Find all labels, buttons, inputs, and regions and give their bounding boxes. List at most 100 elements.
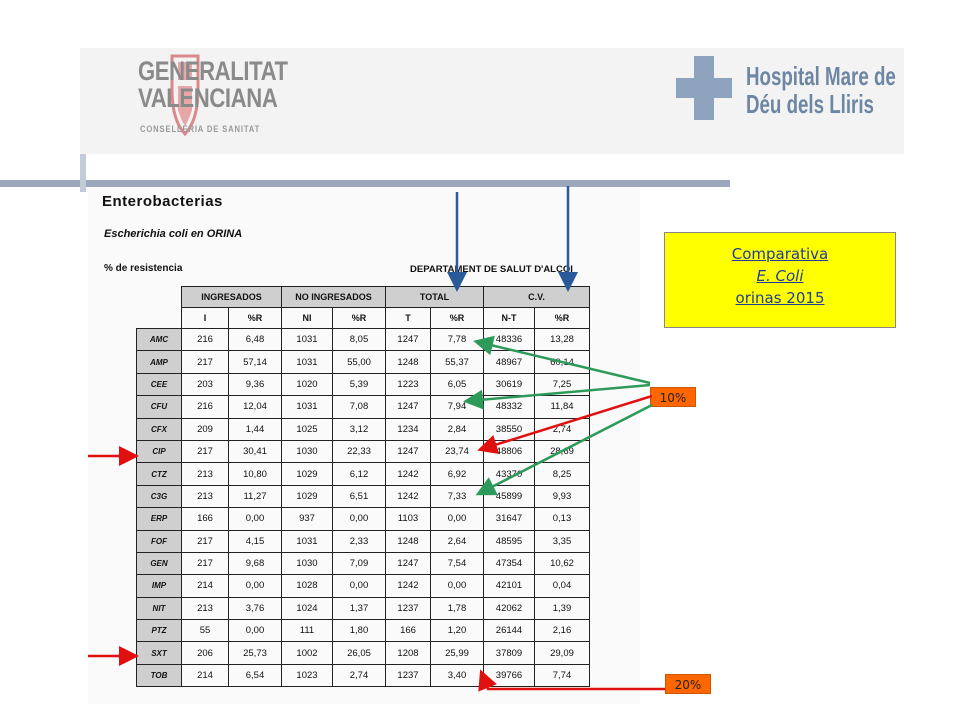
group-header: INGRESADOS — [181, 286, 282, 308]
table-cell: 213 — [181, 462, 229, 486]
table-row: CEE 203 9,36 1020 5,39 1223 6,05 30619 7,25 — [136, 372, 590, 397]
antibiotic-code: C3G — [136, 484, 182, 509]
table-cell: 166 — [385, 619, 431, 643]
table-cell: 206 — [181, 641, 229, 665]
antibiotic-code: PTZ — [136, 619, 182, 643]
column-header: T — [385, 307, 431, 329]
table-cell: 1029 — [281, 484, 333, 509]
column-header: N-T — [483, 307, 535, 329]
table-cell: 1237 — [385, 663, 431, 688]
table-row: C3G 213 11,27 1029 6,51 1242 7,33 45899 9,93 — [136, 484, 590, 509]
hospital-logo-text: Hospital Mare de Déu dels Lliris — [746, 61, 896, 119]
table-cell: 1247 — [385, 439, 431, 464]
table-row: IMP 214 0,00 1028 0,00 1242 0,00 42101 0,04 — [136, 574, 590, 598]
column-header: %R — [332, 307, 386, 329]
table-cell: 10,80 — [228, 462, 282, 486]
table-cell: 6,51 — [332, 484, 386, 509]
table-cell: 7,94 — [430, 395, 484, 419]
table-cell: 0,13 — [534, 507, 590, 531]
generalitat-logo-text: GENERALITAT VALENCIANA — [138, 56, 288, 113]
antibiotic-code: IMP — [136, 574, 182, 598]
table-cell: 13,28 — [534, 327, 590, 352]
table-cell: 1031 — [281, 327, 333, 352]
table-cell: 1031 — [281, 529, 333, 553]
callout-line: orinas 2015 — [735, 289, 825, 307]
table-cell: 55,00 — [332, 350, 386, 374]
table-cell: 10,62 — [534, 551, 590, 576]
table-cell: 937 — [281, 507, 333, 531]
table-cell: 30,41 — [228, 439, 282, 464]
table-cell: 12,04 — [228, 395, 282, 419]
callout-organism: E. Coli — [756, 267, 804, 285]
table-cell: 209 — [181, 417, 229, 441]
table-cell: 30619 — [483, 372, 535, 397]
antibiotic-code: SXT — [136, 641, 182, 665]
badge-20-percent: 20% — [665, 674, 711, 694]
table-cell: 25,99 — [430, 641, 484, 665]
table-cell: 1242 — [385, 484, 431, 509]
divider-rule — [0, 180, 730, 187]
table-row: GEN 217 9,68 1030 7,09 1247 7,54 47354 10,62 — [136, 551, 590, 576]
table-cell: 48595 — [483, 529, 535, 553]
table-row: ERP 166 0,00 937 0,00 1103 0,00 31647 0,13 — [136, 507, 590, 531]
hospital-cross-icon — [676, 56, 732, 120]
table-cell: 5,39 — [332, 372, 386, 397]
table-cell: 1002 — [281, 641, 333, 665]
table-cell: 29,09 — [534, 641, 590, 665]
table-cell: 31647 — [483, 507, 535, 531]
table-cell: 3,12 — [332, 417, 386, 441]
table-cell: 9,36 — [228, 372, 282, 397]
table-cell: 1,20 — [430, 619, 484, 643]
antibiotic-code: CIP — [136, 439, 182, 464]
table-cell: 42062 — [483, 596, 535, 621]
antibiotic-code: FOF — [136, 529, 182, 553]
table-cell: 28,69 — [534, 439, 590, 464]
table-cell: 7,78 — [430, 327, 484, 352]
table-cell: 1237 — [385, 596, 431, 621]
table-cell: 1025 — [281, 417, 333, 441]
antibiotic-code: ERP — [136, 507, 182, 531]
table-row: CFU 216 12,04 1031 7,08 1247 7,94 48332 11,84 — [136, 395, 590, 419]
table-cell: 48806 — [483, 439, 535, 464]
table-row: CTZ 213 10,80 1029 6,12 1242 6,92 43370 8,25 — [136, 462, 590, 486]
table-cell: 217 — [181, 551, 229, 576]
table-cell: 6,05 — [430, 372, 484, 397]
resistance-label: % de resistencia — [104, 263, 183, 274]
table-cell: 57,14 — [228, 350, 282, 374]
table-cell: 0,00 — [332, 574, 386, 598]
table-cell: 4,15 — [228, 529, 282, 553]
table-cell: 216 — [181, 395, 229, 419]
table-cell: 111 — [281, 619, 333, 643]
table-row: FOF 217 4,15 1031 2,33 1248 2,64 48595 3,35 — [136, 529, 590, 553]
group-header: NO INGRESADOS — [281, 286, 386, 308]
table-cell: 1,78 — [430, 596, 484, 621]
table-cell: 9,93 — [534, 484, 590, 509]
table-cell: 9,68 — [228, 551, 282, 576]
table-row: CFX 209 1,44 1025 3,12 1234 2,84 38550 2,74 — [136, 417, 590, 441]
table-cell: 8,25 — [534, 462, 590, 486]
table-cell: 2,74 — [534, 417, 590, 441]
table-cell: 1242 — [385, 574, 431, 598]
table-cell: 1029 — [281, 462, 333, 486]
antibiotic-code: CEE — [136, 372, 182, 397]
badge-10-percent: 10% — [650, 387, 696, 407]
table-group-header-row: INGRESADOS NO INGRESADOS TOTAL C.V. — [137, 286, 590, 308]
table-cell: 0,00 — [228, 507, 282, 531]
table-cell: 48967 — [483, 350, 535, 374]
table-cell: 6,92 — [430, 462, 484, 486]
antibiotic-code: GEN — [136, 551, 182, 576]
table-cell: 38550 — [483, 417, 535, 441]
column-header: NI — [281, 307, 333, 329]
table-cell: 1,37 — [332, 596, 386, 621]
table-cell: 1,44 — [228, 417, 282, 441]
table-cell: 39766 — [483, 663, 535, 688]
table-row: PTZ 55 0,00 111 1,80 166 1,20 26144 2,16 — [136, 619, 590, 643]
table-cell: 1248 — [385, 529, 431, 553]
table-cell: 213 — [181, 596, 229, 621]
table-cell: 1208 — [385, 641, 431, 665]
antibiotic-code: CFU — [136, 395, 182, 419]
table-cell: 1,39 — [534, 596, 590, 621]
table-row: CIP 217 30,41 1030 22,33 1247 23,74 48806 28,69 — [136, 439, 590, 464]
table-cell: 48336 — [483, 327, 535, 352]
table-cell: 6,12 — [332, 462, 386, 486]
